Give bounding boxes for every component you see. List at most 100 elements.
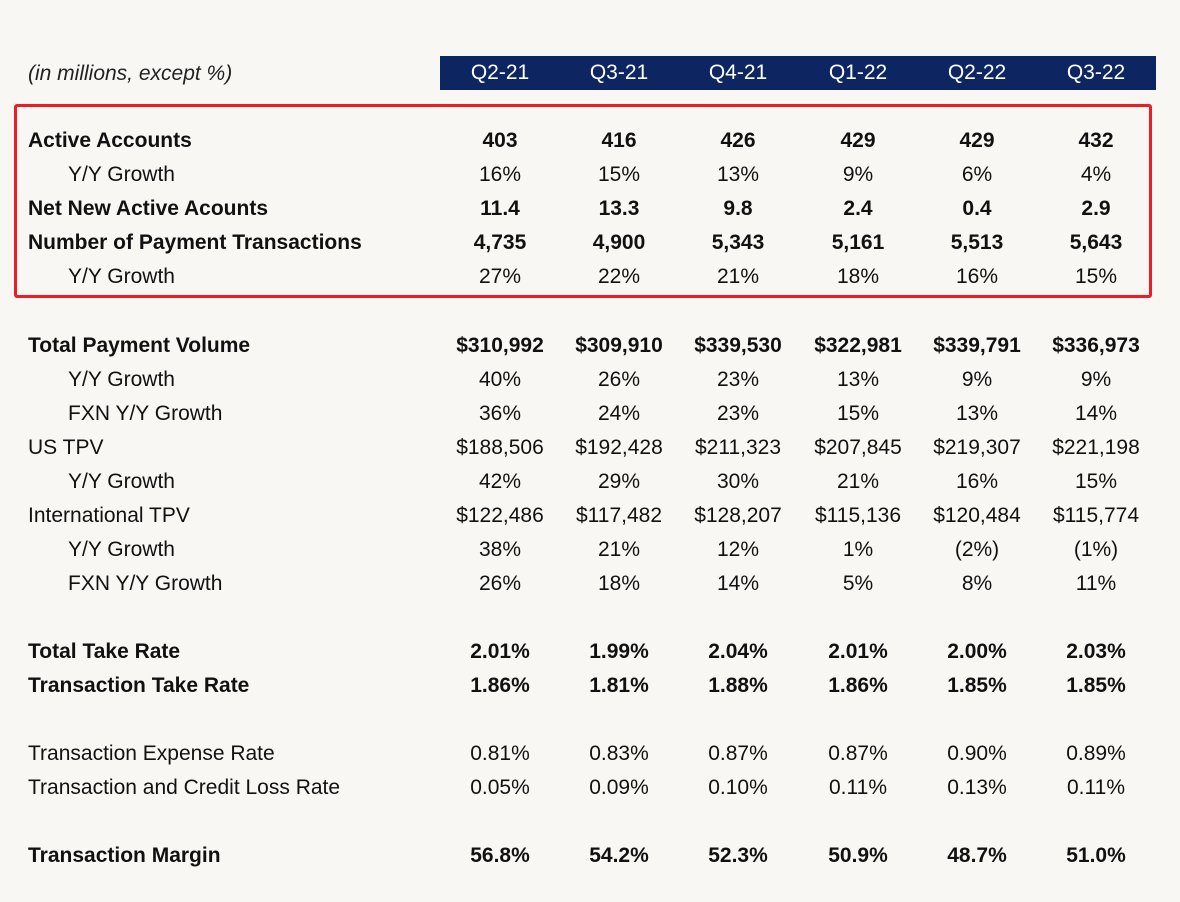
header-q4-21: Q4-21 bbox=[708, 61, 768, 84]
table-cell: 23% bbox=[716, 368, 760, 391]
table-cell: 0.05% bbox=[470, 776, 530, 799]
table-cell: 29% bbox=[597, 470, 641, 493]
table-cell: (2%) bbox=[954, 538, 1000, 561]
table-cell: 40% bbox=[478, 368, 522, 391]
table-cell: 11.4 bbox=[480, 197, 520, 220]
table-cell: 13% bbox=[836, 368, 880, 391]
table-cell: 2.01% bbox=[828, 640, 888, 663]
table-cell: 0.89% bbox=[1066, 742, 1126, 765]
table-cell: 26% bbox=[597, 368, 641, 391]
row-label: Total Payment Volume bbox=[28, 334, 251, 357]
table-cell: 42% bbox=[478, 470, 522, 493]
row-label: International TPV bbox=[28, 504, 190, 527]
table-cell: 13% bbox=[716, 163, 760, 186]
table-cell: 8% bbox=[961, 572, 993, 595]
table-cell: $192,428 bbox=[575, 436, 663, 459]
table-cell: $120,484 bbox=[933, 504, 1021, 527]
table-cell: 416 bbox=[601, 129, 637, 152]
table-cell: 38% bbox=[478, 538, 522, 561]
table-cell: 0.09% bbox=[589, 776, 649, 799]
row-label: Active Accounts bbox=[28, 129, 192, 152]
row-label: Total Take Rate bbox=[28, 640, 181, 663]
table-cell: 27% bbox=[478, 265, 522, 288]
table-cell: 2.04% bbox=[708, 640, 768, 663]
table-cell: 4% bbox=[1080, 163, 1112, 186]
row-label: Number of Payment Transactions bbox=[28, 231, 362, 254]
table-cell: 0.11% bbox=[829, 776, 887, 799]
table-cell: 48.7% bbox=[947, 844, 1007, 867]
table-cell: 1.81% bbox=[589, 674, 649, 697]
unit-note: (in millions, except %) bbox=[28, 62, 233, 85]
row-label: Transaction Margin bbox=[28, 844, 221, 867]
table-cell: 0.83% bbox=[589, 742, 649, 765]
table-cell: $128,207 bbox=[694, 504, 782, 527]
table-cell: $115,774 bbox=[1052, 504, 1140, 527]
table-cell: $207,845 bbox=[814, 436, 902, 459]
table-cell: 21% bbox=[597, 538, 641, 561]
table-cell: 429 bbox=[959, 129, 995, 152]
table-cell: 6% bbox=[961, 163, 993, 186]
table-cell: $219,307 bbox=[933, 436, 1021, 459]
table-cell: 0.87% bbox=[828, 742, 888, 765]
table-cell: 429 bbox=[840, 129, 876, 152]
table-cell: 4,900 bbox=[592, 231, 646, 254]
row-label: Y/Y Growth bbox=[68, 163, 175, 186]
row-label: Net New Active Acounts bbox=[28, 197, 268, 220]
table-cell: 18% bbox=[597, 572, 641, 595]
row-label: Y/Y Growth bbox=[68, 470, 175, 493]
table-cell: 50.9% bbox=[828, 844, 888, 867]
table-cell: 0.10% bbox=[708, 776, 768, 799]
table-cell: 9% bbox=[842, 163, 874, 186]
table-cell: 4,735 bbox=[473, 231, 527, 254]
header-q2-22: Q2-22 bbox=[947, 61, 1007, 84]
table-cell: 1.88% bbox=[708, 674, 768, 697]
table-cell: 0.13% bbox=[947, 776, 1007, 799]
table-cell: 23% bbox=[716, 402, 760, 425]
table-cell: $322,981 bbox=[814, 334, 902, 357]
header-q3-21: Q3-21 bbox=[589, 61, 649, 84]
table-cell: 16% bbox=[955, 265, 999, 288]
table-cell: 24% bbox=[597, 402, 641, 425]
table-cell: $122,486 bbox=[456, 504, 544, 527]
table-cell: 5,161 bbox=[831, 231, 885, 254]
row-label: Transaction and Credit Loss Rate bbox=[28, 776, 341, 799]
table-cell: 26% bbox=[478, 572, 522, 595]
table-cell: $211,323 bbox=[694, 436, 782, 459]
row-label: Y/Y Growth bbox=[68, 538, 175, 561]
table-cell: $339,530 bbox=[694, 334, 782, 357]
row-label: Transaction Take Rate bbox=[28, 674, 250, 697]
table-cell: $309,910 bbox=[575, 334, 663, 357]
table-cell: 21% bbox=[716, 265, 760, 288]
table-cell: 2.00% bbox=[947, 640, 1007, 663]
table-cell: $117,482 bbox=[575, 504, 663, 527]
table-cell: 54.2% bbox=[589, 844, 649, 867]
row-label: FXN Y/Y Growth bbox=[68, 402, 223, 425]
row-label: US TPV bbox=[28, 436, 104, 459]
table-cell: 0.4 bbox=[962, 197, 992, 220]
table-cell: 15% bbox=[1074, 265, 1118, 288]
table-cell: 22% bbox=[597, 265, 641, 288]
table-cell: 0.87% bbox=[708, 742, 768, 765]
table-cell: 2.01% bbox=[470, 640, 530, 663]
table-cell: 1.85% bbox=[1066, 674, 1126, 697]
table-cell: 2.03% bbox=[1066, 640, 1126, 663]
table-cell: 51.0% bbox=[1066, 844, 1126, 867]
table-cell: 18% bbox=[836, 265, 880, 288]
header-q2-21: Q2-21 bbox=[470, 61, 530, 84]
table-cell: 9.8 bbox=[723, 197, 753, 220]
table-cell: 13% bbox=[955, 402, 999, 425]
table-cell: 15% bbox=[597, 163, 641, 186]
table-cell: 1.99% bbox=[589, 640, 649, 663]
highlight-box bbox=[14, 104, 1152, 298]
table-cell: 5% bbox=[842, 572, 874, 595]
row-label: Y/Y Growth bbox=[68, 265, 175, 288]
table-cell: 15% bbox=[836, 402, 880, 425]
table-cell: 5,513 bbox=[950, 231, 1004, 254]
table-cell: 9% bbox=[961, 368, 993, 391]
table-cell: 16% bbox=[955, 470, 999, 493]
table-cell: 2.4 bbox=[843, 197, 873, 220]
table-cell: 0.11% bbox=[1067, 776, 1125, 799]
header-q1-22: Q1-22 bbox=[828, 61, 888, 84]
table-cell: 0.90% bbox=[947, 742, 1007, 765]
table-cell: 5,643 bbox=[1069, 231, 1123, 254]
